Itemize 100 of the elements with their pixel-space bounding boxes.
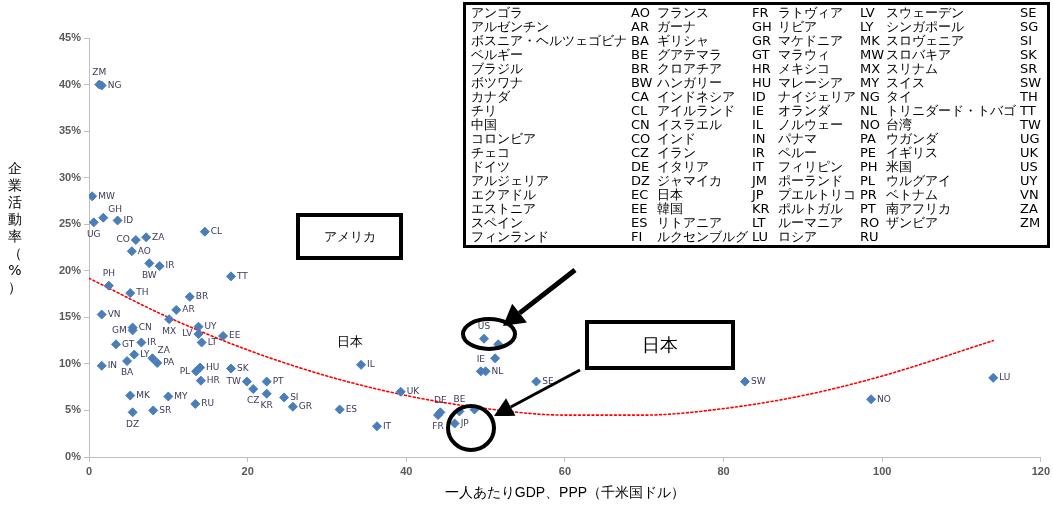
annotation: SW [1020,75,1042,90]
annotation: ルクセンブルグ [657,229,748,244]
text: アンゴラ [471,5,524,20]
data-label: AR [182,304,195,315]
annotation: フィリピン [778,159,844,174]
data-label: US [477,321,491,332]
annotation: ベトナム [886,187,939,202]
data-label: AO [137,245,151,256]
annotation: エストニア [471,201,537,216]
annotation: TH [1020,89,1039,104]
annotation: IR [752,145,766,160]
text: AO [631,5,651,20]
annotation: JM [752,173,769,188]
annotation: ウルグアイ [886,173,952,188]
annotation: DE [631,159,651,174]
annotation: MY [860,75,881,90]
data-label: HU [206,361,220,372]
data-label: TW [225,375,241,386]
x-tick-label: 100 [873,464,892,477]
data-label: CN [138,321,152,332]
annotation: IN [752,131,767,146]
data-label: GH [108,204,123,215]
annotation: ポーランド [778,173,844,188]
text: シンガポール [886,19,965,34]
annotation: ポルトガル [778,201,844,216]
data-label: SK [236,362,250,373]
annotation: UK [1020,145,1040,160]
data-label: KR [260,400,273,411]
annotation: ウガンダ [886,131,939,146]
data-label: PT [272,375,285,386]
annotation: アメリカ [296,213,403,260]
data-label: GT [121,338,135,349]
annotation: ベルギー [471,47,524,62]
text: FR [752,5,770,20]
text: SG [1020,19,1040,34]
annotation: ブラジル [471,61,524,76]
data-label: NG [107,79,122,90]
data-label: ZM [92,66,107,77]
annotation: イギリス [886,145,939,160]
annotation: 台湾 [886,117,913,132]
text: GH [752,19,773,34]
data-label: MX [162,325,177,336]
annotation: グアテマラ [657,47,723,62]
y-tick-label: 15% [58,310,82,323]
x-tick-label: 20 [241,464,254,477]
annotation: スペイン [471,215,524,230]
y-tick-label: 10% [58,356,82,369]
data-label: TH [135,287,149,298]
text: LY [860,19,875,34]
data-label: IR [147,336,157,347]
annotation: NL [860,103,878,118]
annotation: BW [631,75,653,90]
annotation: DZ [631,173,651,188]
annotation: フィンランド [471,229,550,244]
data-label: IR [165,260,175,271]
x-tick-label: 0 [85,464,93,477]
y-tick-label: 25% [58,217,82,230]
annotation: マケドニア [778,33,844,48]
annotation: スロヴェニア [886,33,965,48]
data-label: IL [367,359,375,370]
annotation: KR [752,201,771,216]
y-tick-label: 35% [58,124,82,137]
data-label: JP [459,417,470,428]
annotation: US [1020,159,1039,174]
data-label: MY [174,390,189,401]
data-label: EE [229,330,241,341]
y-tick-label: 5% [65,403,82,416]
annotation: PA [860,131,877,146]
annotation: NG [860,89,881,104]
data-label: VN [107,308,121,319]
annotation: ボツワナ [471,75,524,90]
annotation: カナダ [471,89,511,104]
data-label: BA [120,367,135,378]
annotation: UG [1020,131,1041,146]
annotation: MK [860,33,881,48]
text: AR [631,19,650,34]
data-label: UG [86,228,101,239]
annotation: CO [631,131,652,146]
text: ラトヴィア [778,5,844,20]
y-tick-label: 40% [58,77,82,90]
y-axis-title: 企業活動率（%） [7,160,23,296]
annotation: コロンビア [471,131,537,146]
x-tick-label: 40 [400,464,413,477]
data-label: DZ [126,418,140,429]
annotation: PR [860,187,878,202]
data-label: GR [298,401,313,412]
annotation: EC [631,187,650,202]
annotation: BA [631,33,650,48]
annotation: アルジェリア [471,173,550,188]
text: スウェーデン [886,5,965,20]
annotation: ID [752,89,767,104]
annotation: PE [860,145,878,160]
annotation: 日本 [657,187,684,202]
data-label: BE [453,393,466,404]
annotation: チリ [471,103,498,118]
annotation: パナマ [778,131,818,146]
annotation: RO [860,215,881,230]
annotation: リトアニア [657,215,723,230]
data-label: PL [179,365,191,376]
text: リビア [778,19,818,34]
